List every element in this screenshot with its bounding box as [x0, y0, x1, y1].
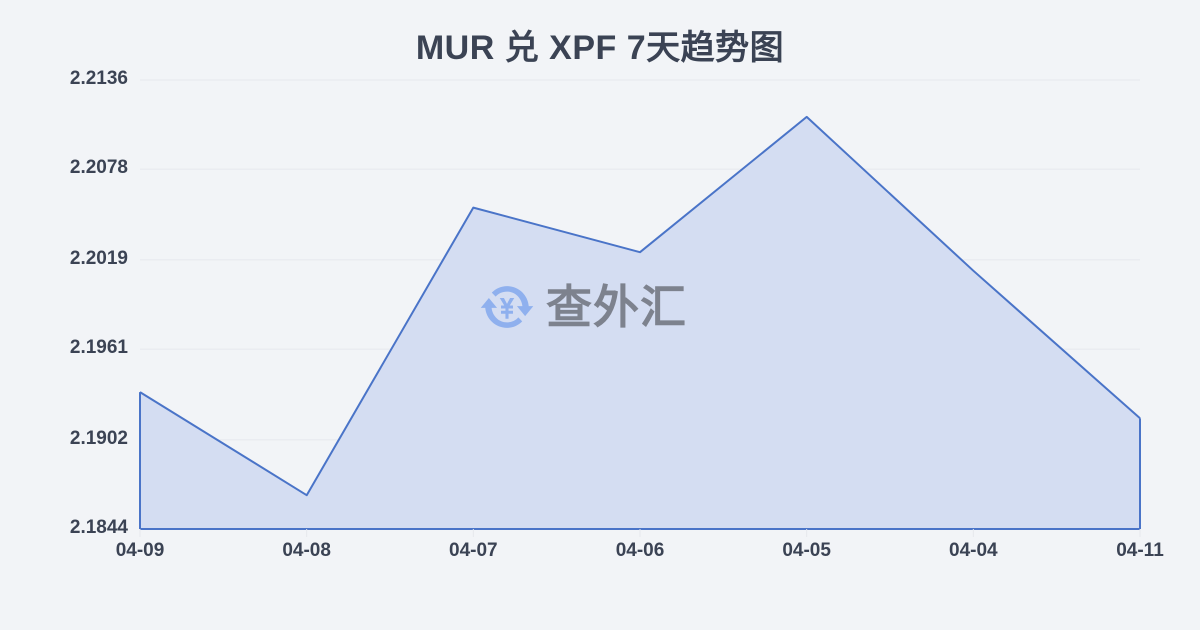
trend-line: [139, 115, 1141, 497]
y-axis-tick-label: 2.2136: [69, 68, 128, 89]
area-fill: [140, 116, 1140, 530]
line-series-group: [139, 115, 1141, 497]
x-tick-marks-group: [139, 529, 1141, 537]
x-axis-tick-label: 04-06: [615, 540, 665, 561]
y-axis-tick-label: 2.2078: [69, 157, 128, 179]
x-axis-tick-label: 04-08: [282, 540, 331, 561]
x-axis-tick-label: 04-11: [1116, 540, 1164, 561]
area-series-group: [140, 116, 1140, 530]
y-axis-tick-label: 2.2019: [69, 247, 128, 269]
x-axis-tick-label: 04-07: [449, 540, 498, 561]
x-axis-tick-label: 04-05: [782, 540, 831, 561]
y-axis-tick-label: 2.1961: [69, 337, 128, 359]
y-axis-tick-label: 2.1902: [69, 427, 128, 449]
x-axis-tick-label: 04-09: [115, 540, 165, 561]
y-axis-tick-label: 2.1844: [69, 517, 128, 538]
x-axis-tick-label: 04-04: [949, 540, 998, 561]
chart-title: MUR 兑 XPF 7天趋势图: [415, 29, 785, 67]
